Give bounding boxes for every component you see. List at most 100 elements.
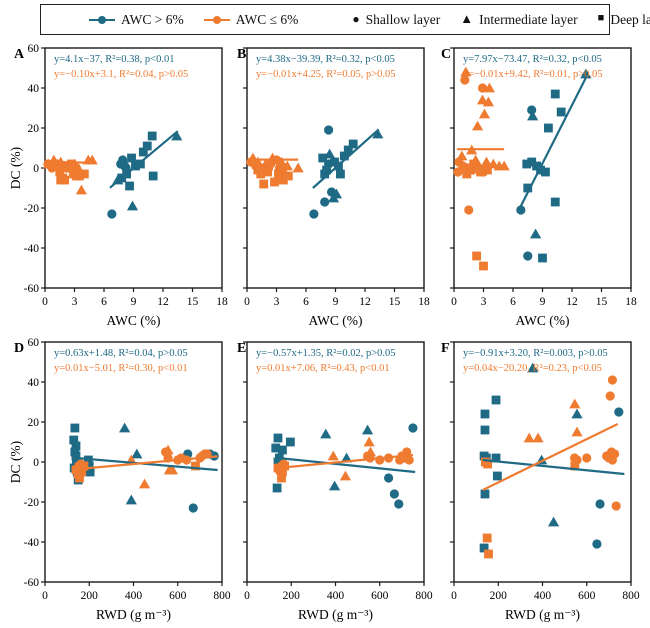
data-point-triangle [547, 516, 560, 527]
x-axis: 0 200 400 600 800 [451, 582, 640, 602]
x-tick-label: 12 [566, 296, 578, 308]
data-point-triangle [364, 446, 377, 457]
x-tick-label: 6 [510, 296, 516, 308]
data-point-square [544, 123, 553, 133]
data-point-square [142, 141, 152, 151]
data-point-square [522, 159, 532, 169]
data-point-square [283, 171, 293, 181]
equation-orange: y=0.04x−20.20, R²=0.23, p<0.05 [463, 363, 602, 374]
x-tick-label: 3 [274, 296, 280, 308]
data-point-square [71, 451, 81, 461]
legend-label-intermediate: Intermediate layer [479, 11, 578, 27]
data-point-square [191, 461, 200, 471]
y-tick-label: -40 [24, 243, 40, 255]
regression-line-teal [518, 77, 587, 209]
equation-orange: y=−0.10x+3.1, R²=0.04, p>0.05 [54, 69, 188, 80]
data-point-circle [523, 251, 533, 261]
data-point-triangle [483, 82, 495, 93]
data-point-square [541, 167, 550, 177]
data-point-square [277, 473, 286, 483]
data-point-square [79, 461, 89, 471]
data-point-circle [592, 539, 602, 549]
data-point-square [278, 445, 287, 455]
y-tick-label: 0 [33, 457, 39, 469]
data-point-triangle [340, 452, 353, 463]
y-tick-label: 0 [33, 163, 39, 175]
data-point-circle [595, 499, 605, 509]
x-axis: 0 3 6 9 12 15 18 [42, 288, 228, 308]
points-group [479, 362, 624, 559]
equation-teal: y=7.97x−73.47, R²=0.32, p<0.05 [463, 54, 602, 65]
data-point-square [336, 169, 345, 179]
data-point-triangle [372, 128, 384, 139]
data-point-square [138, 147, 148, 157]
regression-line-orange [277, 453, 414, 470]
x-tick-label: 600 [371, 590, 389, 602]
panel-label-A: A [14, 47, 25, 62]
x-tick-label: 9 [131, 296, 137, 308]
data-point-triangle [166, 464, 179, 475]
x-tick-label: 12 [157, 296, 169, 308]
data-point-square [523, 183, 533, 193]
x-tick-label: 600 [578, 590, 596, 602]
x-tick-label: 400 [327, 590, 345, 602]
points-group [453, 66, 592, 271]
data-point-triangle [363, 436, 375, 447]
data-point-square [273, 457, 283, 467]
data-point-square [550, 89, 560, 99]
data-point-square [570, 461, 580, 471]
equation-teal: y=4.38x−39.39, R²=0.32, p<0.05 [256, 54, 395, 65]
data-point-square [147, 131, 157, 141]
panel-C-chart: C 0 3 6 9 12 15 18 AWC (%) y=7.97x−73.47, R²=0.32… [441, 47, 637, 328]
x-axis: 0 3 6 9 12 15 18 [244, 288, 430, 308]
x-tick-label: 15 [187, 296, 199, 308]
x-axis: 0 200 400 600 800 [244, 582, 433, 602]
data-point-square [67, 159, 76, 169]
data-point-triangle [482, 96, 495, 107]
equation-orange: y=0.01x−5.01, R²=0.30, p<0.01 [54, 363, 188, 374]
x-tick-label: 6 [101, 296, 107, 308]
x-tick-label: 9 [333, 296, 339, 308]
data-point-square [56, 175, 66, 185]
y-tick-label: 60 [28, 337, 40, 349]
data-point-square [271, 443, 281, 453]
data-point-square [256, 169, 266, 179]
data-point-circle [527, 105, 537, 115]
equation-teal: y=4.1x−37, R²=0.38, p<0.01 [54, 54, 174, 65]
data-point-triangle [339, 470, 352, 481]
data-point-square [135, 159, 145, 169]
data-point-square [55, 167, 65, 177]
x-axis-title: AWC (%) [515, 313, 569, 328]
y-tick-label: 40 [28, 83, 40, 95]
data-point-circle [408, 423, 418, 433]
points-group [246, 125, 384, 219]
x-tick-label: 3 [481, 296, 487, 308]
data-point-square [278, 467, 287, 477]
data-point-square [472, 251, 482, 261]
x-tick-label: 15 [389, 296, 401, 308]
panel-label-E: E [237, 341, 246, 356]
y-tick-label: 60 [28, 43, 40, 55]
data-point-triangle [292, 162, 304, 173]
data-point-triangle [126, 200, 139, 211]
x-tick-label: 0 [244, 296, 250, 308]
data-point-triangle [131, 448, 143, 459]
data-point-circle [320, 197, 330, 207]
y-tick-label: -60 [24, 283, 40, 295]
legend-item-intermediate: ▲ Intermediate layer [460, 12, 577, 28]
y-axis [450, 47, 454, 289]
y-axis: -60 -40 -20 0 20 40 60 [24, 43, 45, 295]
data-point-circle [389, 489, 399, 499]
y-axis [243, 341, 247, 583]
data-point-circle [464, 205, 474, 215]
data-point-circle [460, 75, 470, 85]
data-point-circle [607, 375, 618, 385]
data-point-square [148, 171, 158, 181]
x-axis-title: AWC (%) [308, 313, 362, 328]
regression-line-teal [277, 456, 416, 474]
y-tick-label: 40 [28, 377, 40, 389]
data-point-triangle [275, 156, 288, 167]
data-point-square [75, 473, 84, 483]
data-point-triangle [580, 68, 592, 79]
x-tick-label: 6 [303, 296, 309, 308]
